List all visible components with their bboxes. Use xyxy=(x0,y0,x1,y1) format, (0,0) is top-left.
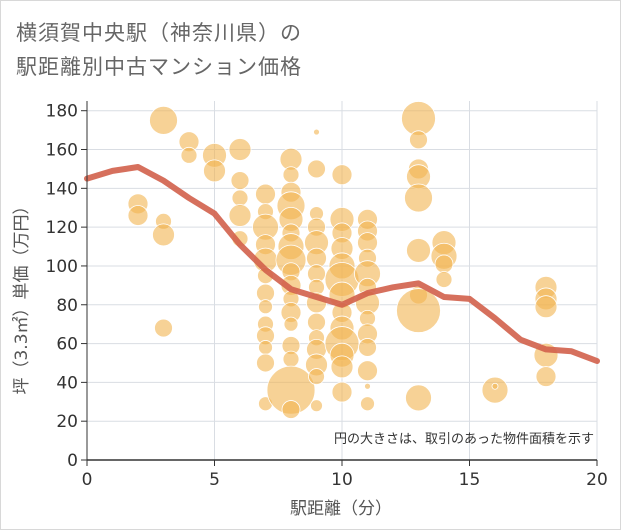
data-point xyxy=(358,338,377,357)
title-line-2: 駅距離別中古マンション価格 xyxy=(16,55,302,79)
data-point xyxy=(434,254,454,274)
data-point xyxy=(534,295,558,319)
data-point xyxy=(481,376,509,404)
x-tick-label: 5 xyxy=(209,470,220,490)
data-point xyxy=(357,360,378,382)
data-point xyxy=(258,299,273,315)
y-tick-label: 60 xyxy=(56,335,78,355)
data-point xyxy=(331,164,353,186)
y-tick-label: 100 xyxy=(46,257,78,277)
data-point xyxy=(255,183,276,205)
data-point xyxy=(256,353,275,373)
data-point xyxy=(331,381,353,403)
y-tick-label: 160 xyxy=(46,141,78,161)
data-point xyxy=(231,189,249,207)
y-tick-label: 20 xyxy=(56,412,78,432)
data-point xyxy=(360,396,375,412)
x-tick-label: 0 xyxy=(82,470,93,490)
data-point xyxy=(180,146,198,164)
data-point xyxy=(149,106,178,135)
size-annotation: 円の大きさは、取引のあった物件面積を示す xyxy=(334,432,594,447)
data-point xyxy=(152,223,175,247)
title-line-1: 横須賀中央駅（神奈川県）の xyxy=(16,21,302,45)
data-point xyxy=(307,312,326,332)
data-point xyxy=(127,205,149,226)
data-point xyxy=(228,138,252,161)
x-axis-title: 駅距離（分） xyxy=(290,499,392,519)
y-tick-label: 180 xyxy=(46,102,78,122)
y-tick-label: 40 xyxy=(56,373,78,393)
data-point xyxy=(313,128,320,136)
data-point xyxy=(258,340,273,355)
data-point xyxy=(308,368,325,385)
data-point xyxy=(535,366,557,387)
data-point xyxy=(435,271,453,288)
data-point xyxy=(406,238,431,263)
y-tick-label: 120 xyxy=(46,218,78,238)
trend-line xyxy=(84,164,600,364)
tick-labels: 0 5 10 15 20 0 20 40 60 80 100 120 140 160 180 xyxy=(46,102,608,490)
y-tick-label: 80 xyxy=(56,296,78,316)
data-point xyxy=(154,318,173,338)
data-point xyxy=(405,384,432,412)
axes xyxy=(81,101,598,466)
data-point xyxy=(230,171,250,190)
y-tick-label: 140 xyxy=(46,179,78,199)
y-tick-label: 0 xyxy=(67,451,78,471)
x-tick-label: 20 xyxy=(586,470,608,490)
data-point xyxy=(307,159,326,179)
data-point xyxy=(401,101,436,136)
data-point xyxy=(282,166,300,184)
data-point xyxy=(330,355,354,379)
data-point xyxy=(310,399,323,413)
data-point xyxy=(282,350,300,368)
data-point xyxy=(203,159,226,183)
x-tick-label: 15 xyxy=(459,470,481,490)
data-point xyxy=(283,316,299,332)
x-tick-label: 10 xyxy=(331,470,353,490)
data-point xyxy=(396,288,441,333)
chart-title: 横須賀中央駅（神奈川県）の 駅距離別中古マンション価格 xyxy=(16,16,302,84)
data-point xyxy=(281,400,301,419)
data-point xyxy=(409,130,428,150)
data-point xyxy=(404,183,433,213)
y-axis-title: 坪（3.3㎡）単価（万円） xyxy=(12,197,32,394)
data-point xyxy=(491,382,499,390)
data-point xyxy=(364,382,371,390)
data-point xyxy=(228,204,252,227)
